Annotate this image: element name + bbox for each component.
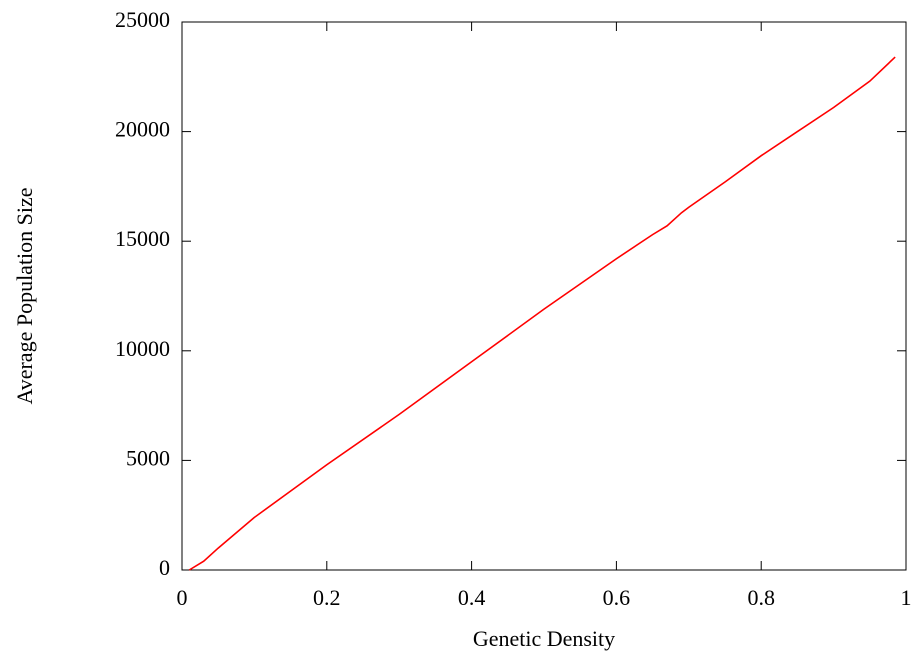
x-tick-label: 0.2 <box>313 585 341 610</box>
y-axis-label: Average Population Size <box>12 187 37 404</box>
y-tick-label: 10000 <box>115 336 170 361</box>
data-line <box>188 56 896 571</box>
x-tick-label: 0.4 <box>458 585 486 610</box>
x-tick-label: 0.6 <box>603 585 631 610</box>
y-tick-label: 25000 <box>115 7 170 32</box>
x-tick-label: 0.8 <box>747 585 775 610</box>
y-tick-label: 5000 <box>126 445 170 470</box>
y-tick-label: 15000 <box>115 226 170 251</box>
y-tick-label: 0 <box>159 555 170 580</box>
x-tick-label: 0 <box>177 585 188 610</box>
x-axis-label: Genetic Density <box>473 626 615 651</box>
y-tick-label: 20000 <box>115 117 170 142</box>
x-tick-label: 1 <box>901 585 912 610</box>
plot-border <box>181 21 907 571</box>
